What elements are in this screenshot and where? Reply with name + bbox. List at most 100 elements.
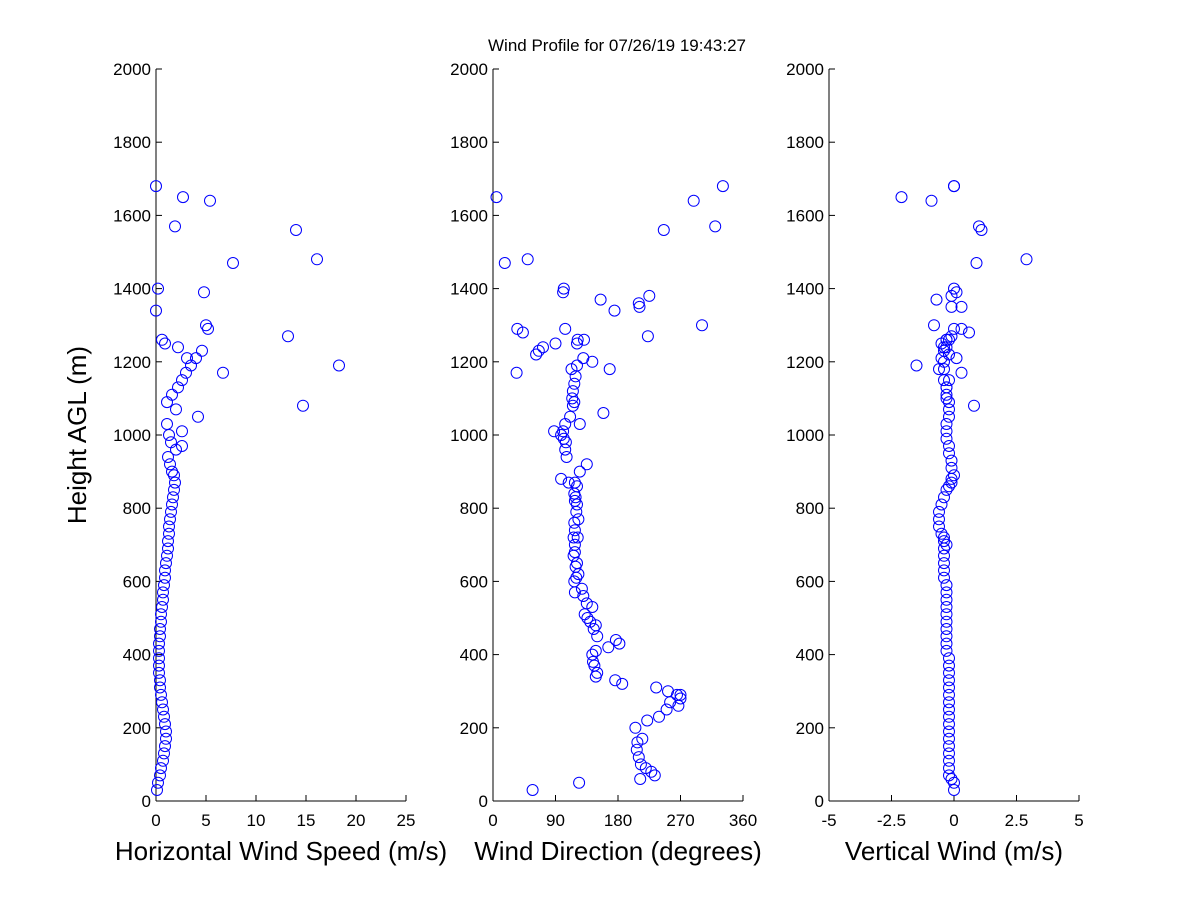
data-point — [608, 304, 621, 317]
data-point — [943, 674, 955, 687]
data-points-vertical — [895, 180, 1033, 796]
data-point — [660, 703, 673, 716]
data-point — [633, 300, 646, 313]
data-point — [963, 326, 975, 339]
data-point — [933, 513, 945, 526]
data-point — [945, 461, 958, 474]
data-point — [943, 403, 955, 416]
data-point — [943, 480, 955, 493]
data-point — [192, 410, 204, 423]
data-point — [557, 425, 570, 438]
data-point — [158, 579, 170, 592]
data-point — [940, 538, 953, 551]
x-tick-label: 10 — [247, 811, 266, 830]
data-point — [181, 352, 193, 365]
data-point — [630, 743, 643, 756]
data-point — [975, 224, 988, 236]
data-point — [933, 363, 945, 376]
y-tick-label: 1400 — [450, 280, 488, 299]
data-point — [943, 696, 955, 709]
data-point — [155, 762, 167, 775]
data-point — [940, 623, 953, 635]
data-point — [571, 333, 584, 346]
data-point — [948, 469, 960, 482]
y-tick-label: 1400 — [113, 280, 151, 299]
data-point — [938, 571, 950, 584]
data-point — [559, 322, 572, 335]
data-point — [940, 637, 953, 650]
data-point — [158, 747, 170, 760]
data-point — [154, 681, 166, 694]
data-point — [928, 319, 940, 332]
data-point — [945, 454, 958, 467]
data-point — [172, 381, 184, 394]
data-point — [609, 674, 622, 687]
data-point — [910, 359, 923, 372]
data-point — [935, 498, 948, 511]
data-point — [587, 655, 599, 668]
data-point — [940, 425, 953, 438]
data-point — [159, 740, 171, 753]
data-point — [161, 549, 173, 562]
data-point — [571, 480, 583, 493]
y-tick-label: 0 — [815, 792, 824, 811]
data-point — [150, 180, 162, 193]
data-point — [156, 333, 168, 346]
data-point — [151, 784, 163, 796]
data-point — [568, 377, 581, 390]
data-point — [938, 535, 950, 548]
data-point — [943, 769, 955, 782]
data-point — [160, 557, 172, 570]
data-point — [571, 337, 583, 350]
data-point — [943, 410, 955, 423]
data-point — [567, 531, 580, 544]
data-point — [943, 710, 955, 723]
data-point — [157, 586, 169, 599]
data-point — [940, 630, 953, 643]
y-tick-label: 200 — [123, 719, 151, 738]
data-point — [152, 282, 164, 295]
data-point — [177, 191, 189, 204]
data-point — [160, 725, 172, 738]
data-point — [968, 399, 980, 412]
data-point — [157, 593, 169, 606]
data-point — [945, 476, 958, 489]
data-point — [586, 648, 599, 661]
data-point — [154, 623, 166, 635]
data-point — [153, 652, 165, 665]
data-point — [586, 355, 599, 368]
data-points-direction — [490, 180, 729, 796]
data-point — [632, 751, 645, 764]
data-point — [696, 319, 708, 332]
x-tick-label: 25 — [397, 811, 416, 830]
data-point — [580, 458, 593, 471]
data-point — [653, 710, 665, 723]
y-axis-label: Height AGL (m) — [62, 346, 92, 524]
figure-title: Wind Profile for 07/26/19 19:43:27 — [488, 36, 746, 55]
y-tick-label: 600 — [123, 572, 151, 591]
data-point — [943, 374, 955, 387]
data-point — [282, 330, 294, 343]
x-axis-label: Horizontal Wind Speed (m/s) — [115, 836, 447, 866]
y-tick-label: 0 — [479, 792, 488, 811]
x-tick-label: 2.5 — [1005, 811, 1029, 830]
data-point — [940, 381, 953, 394]
data-point — [168, 483, 180, 496]
data-point — [940, 593, 953, 606]
data-point — [165, 505, 177, 518]
data-point — [943, 447, 955, 460]
y-tick-label: 2000 — [113, 60, 151, 79]
x-tick-label: 0 — [949, 811, 958, 830]
y-tick-label: 400 — [796, 646, 824, 665]
data-point — [613, 637, 626, 650]
y-tick-label: 800 — [796, 499, 824, 518]
data-point — [568, 476, 581, 489]
y-tick-label: 600 — [460, 572, 488, 591]
data-point — [161, 418, 173, 430]
y-tick-label: 1000 — [113, 426, 151, 445]
y-tick-label: 400 — [460, 646, 488, 665]
data-point — [938, 491, 950, 504]
data-point — [159, 718, 171, 731]
y-tick-label: 1000 — [450, 426, 488, 445]
